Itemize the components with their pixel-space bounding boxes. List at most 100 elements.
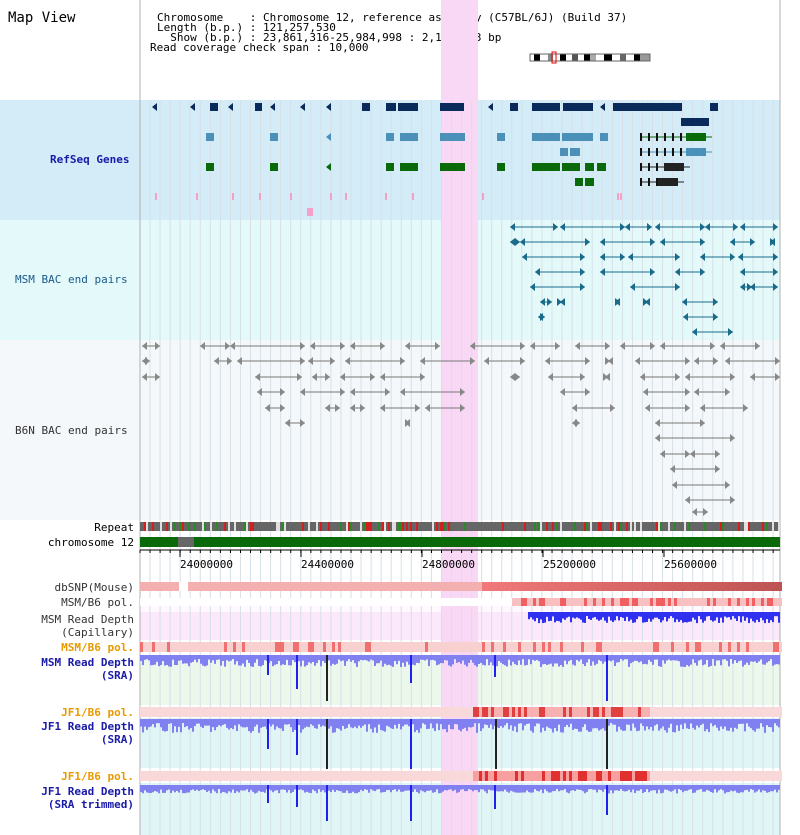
read-depth-bar — [588, 785, 590, 790]
refseq-gene — [532, 133, 560, 141]
polymorphism-heat — [248, 582, 251, 591]
read-depth-bar — [752, 655, 754, 662]
polymorphism-heat — [725, 707, 728, 717]
repeat-block — [206, 522, 208, 531]
track-label-dbsnp[interactable]: dbSNP(Mouse) — [54, 581, 134, 594]
b6n-bac-end — [405, 342, 410, 350]
polymorphism-heat — [203, 771, 206, 781]
track-label-b6n-bac[interactable]: B6N BAC end pairs — [15, 424, 128, 437]
read-depth-bar — [186, 719, 188, 727]
track-label-refseq[interactable]: RefSeq Genes — [50, 153, 130, 166]
read-depth-bar — [776, 785, 778, 793]
read-depth-bar — [664, 719, 666, 731]
polymorphism-heat — [458, 582, 461, 591]
repeat-block — [630, 522, 632, 531]
read-depth-bar — [316, 719, 318, 729]
track-label-jf1-depth-sra[interactable]: JF1 Read Depth — [41, 720, 134, 733]
polymorphism-heat — [200, 771, 203, 781]
polymorphism-heat — [371, 642, 374, 652]
polymorphism-heat — [719, 707, 722, 717]
polymorphism-heat — [650, 707, 653, 717]
polymorphism-heat — [740, 582, 743, 591]
read-depth-bar — [156, 785, 158, 792]
read-depth-bar — [524, 785, 526, 793]
read-depth-bar — [638, 719, 640, 731]
read-depth-bar — [744, 655, 746, 665]
polymorphism-heat — [665, 771, 668, 781]
read-depth-bar — [526, 719, 528, 724]
chromosome-gap — [178, 537, 194, 547]
repeat-block — [278, 522, 280, 531]
track-label-msm-bac[interactable]: MSM BAC end pairs — [15, 273, 128, 286]
polymorphism-heat — [527, 642, 530, 652]
polymorphism-heat — [401, 642, 404, 652]
track-label-jf1-b6-pol-2[interactable]: JF1/B6 pol. — [61, 770, 134, 783]
repeat-block — [402, 522, 404, 531]
read-depth-bar — [708, 719, 710, 733]
refseq-gene-arrow — [575, 178, 580, 186]
read-depth-bar — [508, 785, 510, 793]
read-depth-bar — [620, 612, 622, 617]
refseq-exon — [664, 148, 666, 156]
refseq-mark — [196, 193, 198, 200]
polymorphism-heat — [146, 598, 149, 606]
polymorphism-heat — [404, 582, 407, 591]
repeat-block — [258, 522, 260, 531]
refseq-gene — [440, 163, 465, 171]
read-depth-bar — [772, 785, 774, 792]
read-depth-bar — [420, 785, 422, 791]
read-depth-bar — [236, 719, 238, 731]
read-depth-bar — [580, 612, 582, 620]
polymorphism-heat — [383, 707, 386, 717]
polymorphism-heat — [257, 582, 260, 591]
polymorphism-heat — [212, 707, 215, 717]
repeat-block — [722, 522, 724, 531]
polymorphism-heat — [539, 642, 542, 652]
read-depth-bar — [730, 655, 732, 660]
polymorphism-heat — [296, 598, 299, 606]
read-depth-bar — [532, 612, 534, 620]
repeat-block — [252, 522, 254, 531]
read-depth-bar — [192, 655, 194, 662]
polymorphism-heat — [551, 707, 554, 717]
repeat-block — [418, 522, 420, 531]
polymorphism-heat — [647, 642, 650, 652]
polymorphism-heat — [560, 642, 563, 652]
polymorphism-heat — [770, 582, 773, 591]
repeat-block — [716, 522, 718, 531]
polymorphism-heat — [488, 771, 491, 781]
read-depth-bar — [350, 719, 352, 728]
polymorphism-heat — [548, 598, 551, 606]
read-depth-bar — [306, 785, 308, 792]
polymorphism-heat — [779, 642, 782, 652]
b6n-bac-end — [142, 342, 147, 350]
refseq-gene-arrow — [488, 103, 493, 111]
polymorphism-heat — [566, 598, 569, 606]
polymorphism-heat — [326, 642, 329, 652]
polymorphism-heat — [572, 598, 575, 606]
msm-depth-cap-line1: MSM Read Depth — [41, 613, 134, 626]
read-depth-bar — [710, 655, 712, 666]
track-label-msm-depth-sra[interactable]: MSM Read Depth — [41, 656, 134, 669]
track-label-repeat[interactable]: Repeat — [94, 521, 134, 534]
refseq-gene — [398, 103, 418, 111]
polymorphism-heat — [281, 582, 284, 591]
read-depth-bar — [756, 719, 758, 729]
track-label-chromosome[interactable]: chromosome 12 — [47, 536, 134, 549]
track-label-jf1-b6-pol-1[interactable]: JF1/B6 pol. — [61, 706, 134, 719]
refseq-exon — [686, 133, 706, 141]
track-label-msm-b6-pol-1[interactable]: MSM/B6 pol. — [61, 596, 134, 609]
read-depth-bar — [212, 655, 214, 661]
repeat-block — [182, 522, 184, 531]
read-depth-bar — [418, 719, 420, 733]
track-label-msm-depth-cap[interactable]: MSM Read Depth — [41, 613, 134, 626]
repeat-block — [454, 522, 456, 531]
read-depth-bar — [522, 655, 524, 660]
repeat-block — [484, 522, 486, 531]
b6n-bac-end — [155, 373, 160, 381]
track-label-msm-b6-pol-2[interactable]: MSM/B6 pol. — [61, 641, 134, 654]
track-label-jf1-depth-trim[interactable]: JF1 Read Depth — [41, 785, 134, 798]
read-depth-bar — [460, 655, 462, 664]
polymorphism-heat — [407, 582, 410, 591]
